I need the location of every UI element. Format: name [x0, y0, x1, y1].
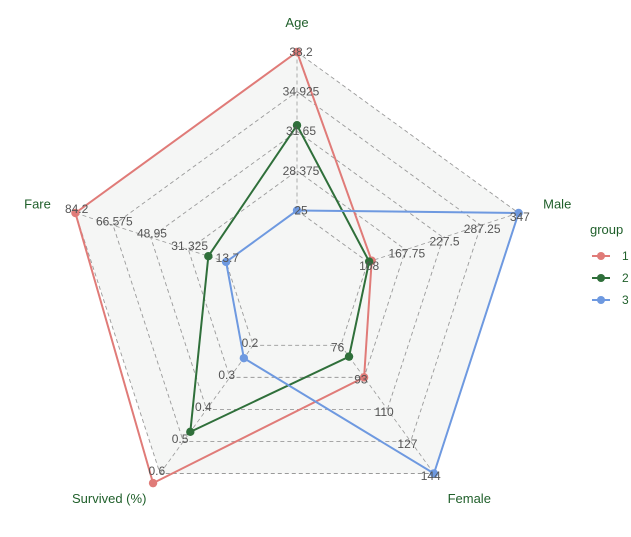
grid-ring [150, 130, 444, 410]
tick-label: 13.7 [216, 251, 240, 265]
axis-title: Age [285, 15, 308, 30]
tick-label: 0.4 [195, 400, 212, 414]
tick-label: 76 [331, 341, 345, 355]
tick-label: 0.5 [172, 432, 189, 446]
data-point-3 [292, 206, 302, 215]
tick-label: 34.925 [283, 85, 320, 99]
tick-label: 347 [510, 210, 530, 224]
tick-label: 108 [359, 259, 379, 273]
tick-label: 84.2 [65, 202, 89, 216]
axis-title: Fare [24, 197, 51, 212]
grid-ring [112, 91, 482, 442]
grid-spoke [75, 212, 227, 263]
data-point-1 [148, 478, 158, 488]
legend-key-point [597, 252, 605, 260]
data-point-2 [204, 251, 213, 261]
grid-spoke [367, 212, 519, 263]
tick-label: 93 [354, 373, 368, 387]
series-line-1 [74, 50, 373, 485]
tick-label: 167.75 [388, 247, 425, 261]
data-point-3 [429, 469, 439, 478]
data-point-3 [221, 257, 231, 267]
tick-label: 31.325 [171, 239, 208, 253]
legend-label: 3 [622, 293, 629, 307]
data-point-3 [239, 353, 249, 363]
tick-label: 48.95 [137, 227, 167, 241]
legend-key-point [597, 274, 605, 282]
axis-title: Male [543, 197, 571, 212]
data-point-2 [344, 352, 354, 361]
legend-key-point [597, 296, 605, 304]
grid-spoke [340, 345, 435, 474]
tick-label: 25 [294, 203, 308, 217]
tick-label: 38.2 [289, 45, 313, 59]
tick-label: 28.375 [283, 164, 320, 178]
tick-label: 227.5 [429, 234, 459, 248]
tick-label: 0.2 [242, 336, 259, 350]
tick-label: 0.6 [148, 464, 165, 478]
data-point-2 [364, 257, 374, 266]
data-point-1 [292, 47, 302, 57]
series-line-2 [189, 123, 371, 434]
data-point-2 [292, 121, 302, 130]
legend-label: 2 [622, 271, 629, 285]
legend-label: 1 [622, 249, 629, 263]
tick-label: 127 [397, 437, 417, 451]
tick-label: 110 [375, 405, 394, 419]
tick-label: 287.25 [464, 222, 501, 236]
tick-label: 31.65 [286, 124, 316, 138]
data-point-3 [514, 208, 523, 218]
tick-label: 66.575 [96, 214, 133, 228]
series-line-3 [224, 209, 520, 476]
axis-title: Survived (%) [72, 491, 146, 506]
tick-label: 144 [421, 469, 441, 483]
axis-title: Female [448, 491, 491, 506]
data-point-1 [71, 208, 80, 218]
tick-label: 0.3 [218, 368, 235, 382]
grid-spoke [159, 345, 254, 474]
data-point-1 [359, 373, 369, 382]
panel-background [75, 52, 519, 474]
legend-title: group [590, 222, 623, 237]
data-point-2 [186, 427, 195, 437]
